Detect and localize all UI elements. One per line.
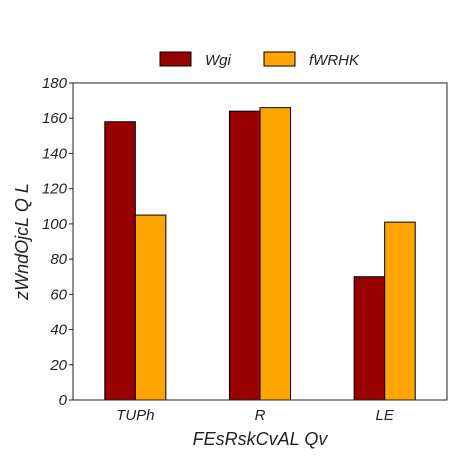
y-tick-label: 160: [42, 110, 68, 127]
x-tick-label: TUPh: [116, 407, 154, 424]
bar-fWRHK-TUPh: [134, 214, 167, 401]
bar-Wgi-TUPh: [104, 121, 136, 401]
x-axis-label: FEsRskCvAL Qv: [193, 429, 329, 449]
y-tick-label: 120: [42, 181, 68, 198]
legend-label-fWRHK: fWRHK: [309, 52, 360, 69]
legend-swatch-fWRHK: [263, 51, 296, 67]
bar-fWRHK-R: [259, 107, 292, 401]
y-tick-label: 180: [42, 75, 68, 92]
y-tick-label: 140: [42, 145, 68, 162]
y-tick-label: 20: [49, 357, 67, 374]
y-tick-label: 40: [50, 322, 67, 339]
y-tick-label: 100: [42, 216, 68, 233]
y-axis: 0 20 40 60 80 100 120 140 160 180: [42, 75, 73, 409]
legend-swatch-Wgi: [159, 51, 192, 67]
y-axis-label: zWndOjcL Q L: [12, 183, 32, 301]
bar-Wgi-LE: [353, 276, 386, 401]
plot-frame: [72, 82, 448, 401]
legend: Wgi fWRHK: [159, 51, 360, 69]
legend-label-Wgi: Wgi: [205, 52, 232, 69]
bars: [104, 107, 416, 401]
x-tick-label: R: [255, 407, 266, 424]
y-tick-label: 80: [50, 251, 67, 268]
y-tick-label: 60: [50, 286, 67, 303]
bar-fWRHK-LE: [384, 221, 416, 401]
x-tick-label: LE: [375, 407, 394, 424]
y-tick-label: 0: [59, 392, 68, 409]
bar-Wgi-R: [228, 110, 261, 401]
x-axis: TUPh R LE: [116, 407, 395, 424]
